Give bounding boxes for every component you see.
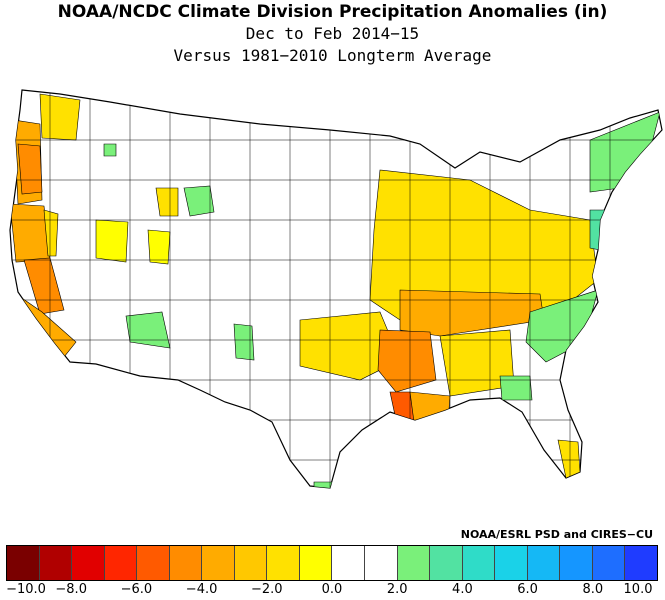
colorbar-swatch [72,546,105,580]
colorbar-tick-label: 10.0 [623,582,653,597]
region-arizona-pocket [125,311,171,349]
colorbar-swatch [234,546,268,580]
region-gulf-coast [409,391,451,425]
colorbar-tick-label: 0.0 [321,582,343,597]
region-sierra [43,209,59,257]
colorbar-swatch [625,546,657,580]
region-oregon-coast [17,143,43,195]
colorbar-swatch [332,546,366,580]
colorbar-swatch [592,546,626,580]
region-wyoming-pocket [183,185,215,217]
colorbar-swatch [397,546,431,580]
division-boundaries [10,90,662,488]
colorbar-swatch [137,546,170,580]
colorbar-swatch [462,546,496,580]
data-credit: NOAA/ESRL PSD and CIRES−CU [460,528,653,541]
chart-subtitle-baseline: Versus 1981−2010 Longterm Average [173,46,492,65]
colorbar-swatch [495,546,528,580]
colorbar-tick-label: 6.0 [517,582,538,597]
colorbar-swatch [267,546,300,580]
region-nevada-pocket [95,219,129,263]
colorbar-swatch [104,546,138,580]
region-washington-pocket [103,143,117,157]
region-washington-inland [39,93,81,141]
chart-title: NOAA/NCDC Climate Division Precipitation… [57,2,608,22]
colorbar-swatch [202,546,235,580]
region-mid-atlantic-coast [589,209,607,251]
us-precipitation-anomaly-map [9,89,663,489]
colorbar-swatch [365,546,398,580]
region-florida-south [557,439,581,479]
colorbar-swatch [299,546,333,580]
colorbar-tick-label: −10.0 [6,582,46,597]
colorbar-tick-label: 2.0 [386,582,408,597]
colorbar [6,545,658,581]
chart-subtitle-period: Dec to Feb 2014−15 [245,24,420,43]
region-tennessee-kentucky [399,289,545,337]
colorbar-swatch [39,546,73,580]
colorbar-swatch [560,546,593,580]
region-georgia-pocket [499,375,533,401]
region-idaho-pocket [155,187,179,217]
colorbar-tick-label: 4.0 [452,582,473,597]
colorbar-tick-label: −8.0 [55,582,87,597]
colorbar-tick-label: 8.0 [582,582,604,597]
region-utah-pocket [147,229,171,265]
colorbar-tick-label: −6.0 [120,582,153,597]
colorbar-ticks: −10.0 −8.0 −6.0 −4.0 −2.0 0.0 2.0 4.0 6.0 8.0 10.0 [6,582,658,600]
colorbar-tick-label: −2.0 [251,582,283,597]
colorbar-swatch [527,546,561,580]
colorbar-swatch [7,546,40,580]
region-lower-mississippi [377,329,437,393]
colorbar-swatch [430,546,463,580]
region-new-mexico-pocket [233,323,255,361]
region-texas-south [313,481,335,488]
colorbar-tick-label: −4.0 [185,582,218,597]
colorbar-swatch [169,546,203,580]
